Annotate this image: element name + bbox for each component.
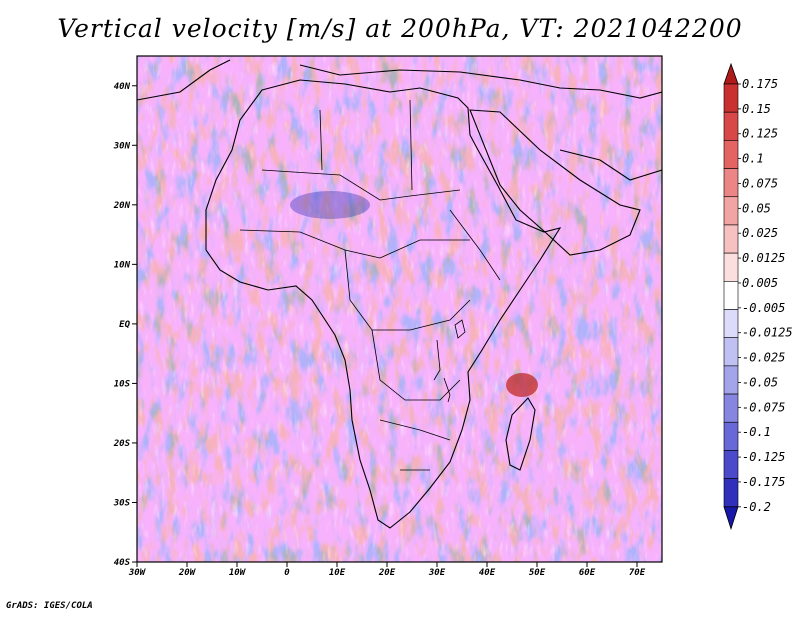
colorbar-segment <box>723 140 739 169</box>
colorbar-label: 0.15 <box>742 102 771 116</box>
data-field <box>137 56 662 562</box>
persian-gulf-coastline <box>559 149 662 181</box>
colorbar-top-arrow <box>723 62 739 85</box>
colorbar-label: 0.05 <box>742 201 771 215</box>
lon-label: 70E <box>629 568 646 578</box>
madagascar-coastline <box>505 397 536 471</box>
cyclone-feature <box>506 373 538 397</box>
colorbar-label: -0.125 <box>742 450 785 464</box>
colorbar-label: 0.0125 <box>742 251 785 265</box>
latitude-axis: 40N 30N 20N 10N EQ 10S 20S 30S 40S <box>113 82 137 568</box>
plot-frame <box>136 55 663 563</box>
lat-label: 40N <box>114 82 131 92</box>
coastlines <box>137 59 662 529</box>
lon-label: 50E <box>529 568 546 578</box>
lat-label: EQ <box>119 320 130 330</box>
colorbar-label: -0.025 <box>742 351 785 365</box>
colorbar-bottom-arrow <box>723 506 739 531</box>
colorbar-label: 0.1 <box>742 152 764 166</box>
map-title: Vertical velocity [m/s] at 200hPa, VT: 2… <box>57 14 743 43</box>
lon-label: 20E <box>378 568 396 578</box>
colorbar-segment <box>723 365 739 395</box>
colorbar-label: -0.175 <box>742 475 785 489</box>
lat-label: 30S <box>113 498 131 508</box>
sahel-feature <box>290 191 370 219</box>
lat-label: 10S <box>114 379 131 389</box>
grads-credit: GrADS: IGES/COLA <box>6 601 93 611</box>
colorbar-label: -0.05 <box>742 375 778 389</box>
colorbar-segment <box>723 83 739 113</box>
lon-label: 30E <box>428 568 446 578</box>
lakes <box>433 319 466 403</box>
colorbar-label: 0.125 <box>742 127 778 141</box>
lat-label: 10N <box>114 260 131 270</box>
colorbar: 0.175 0.15 0.125 0.1 0.075 0.05 0.025 0.0125 0.0… <box>723 62 793 531</box>
colorbar-segment <box>723 393 739 423</box>
lat-label: 40S <box>114 558 131 568</box>
europe-coastline <box>137 59 662 101</box>
lon-label: 30W <box>128 568 147 578</box>
colorbar-label: 0.075 <box>742 176 778 190</box>
country-borders <box>239 99 501 471</box>
lat-label: 20N <box>113 201 131 211</box>
lon-label: 10W <box>229 568 247 578</box>
lon-label: 40E <box>479 568 496 578</box>
colorbar-label: -0.2 <box>742 500 771 514</box>
colorbar-segment <box>723 196 739 226</box>
colorbar-segment <box>723 309 739 338</box>
lat-label: 20S <box>113 439 131 449</box>
colorbar-label: 0.005 <box>742 276 778 290</box>
lon-label: 10E <box>329 568 346 578</box>
colorbar-label: 0.175 <box>742 77 778 91</box>
lon-label: 20W <box>178 568 197 578</box>
colorbar-label: 0.025 <box>742 226 778 240</box>
colorbar-segment <box>723 111 739 141</box>
colorbar-segment <box>723 337 739 367</box>
longitude-axis: 30W 20W 10W 0 10E 20E 30E 40E 50E 60E 70E <box>128 562 646 578</box>
colorbar-segment <box>723 450 739 479</box>
colorbar-label: -0.075 <box>742 400 785 414</box>
colorbar-segment <box>723 252 739 282</box>
colorbar-segment <box>723 421 739 451</box>
colorbar-segment <box>723 168 739 198</box>
colorbar-label: -0.0125 <box>742 326 793 340</box>
colorbar-label: -0.1 <box>742 425 771 439</box>
colorbar-segment <box>723 224 739 254</box>
africa-coastline <box>205 79 562 529</box>
lon-label: 0 <box>284 568 290 578</box>
arabia-coastline <box>469 109 641 256</box>
colorbar-label: -0.005 <box>742 301 785 315</box>
lon-label: 60E <box>579 568 596 578</box>
lat-label: 30N <box>113 141 131 151</box>
colorbar-segment <box>723 478 739 508</box>
colorbar-segment <box>723 281 739 310</box>
